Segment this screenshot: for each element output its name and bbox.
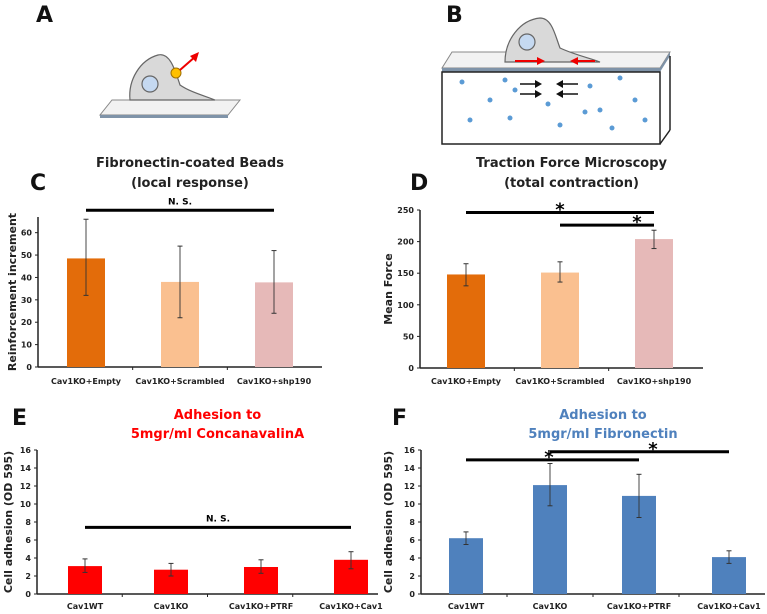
- bar: [449, 538, 483, 594]
- y-tick-label: 250: [397, 206, 414, 215]
- x-tick-label: Cav1KO+PTRF: [229, 602, 293, 611]
- significance-label: *: [632, 212, 642, 233]
- y-axis-label: Reinforcement increment: [6, 213, 19, 371]
- cell-shape: [129, 54, 216, 101]
- y-tick-label: 150: [397, 269, 414, 278]
- y-tick-label: 12: [404, 482, 415, 491]
- chart-title: 5mgr/ml ConcanavalinA: [131, 427, 304, 442]
- x-tick-label: Cav1KO+shp190: [237, 377, 312, 386]
- y-tick-label: 8: [409, 518, 415, 527]
- chart-panel-c: C Fibronectin-coated Beads (local response…: [6, 156, 322, 386]
- x-tick-label: Cav1KO+shp190: [617, 377, 692, 386]
- y-tick-label: 100: [397, 301, 414, 310]
- y-tick-label: 60: [21, 229, 33, 238]
- x-tick-label: Cav1KO+Empty: [431, 377, 502, 386]
- y-tick-label: 6: [25, 536, 31, 545]
- chart-title: (local response): [131, 176, 249, 191]
- panel-label: C: [30, 171, 46, 196]
- y-tick-label: 10: [404, 500, 416, 509]
- y-tick-label: 10: [21, 341, 33, 350]
- illustration-bead-pulling: [98, 52, 242, 118]
- x-tick-label: Cav1KO+Cav1: [697, 602, 761, 611]
- x-tick-label: Cav1WT: [67, 602, 104, 611]
- y-tick-label: 2: [409, 572, 415, 581]
- y-tick-label: 200: [397, 238, 414, 247]
- y-tick-label: 4: [409, 554, 415, 563]
- illustration-traction-gel: [441, 17, 671, 145]
- y-axis-label: Cell adhesion (OD 595): [2, 451, 15, 593]
- y-tick-label: 50: [21, 251, 33, 260]
- y-tick-label: 12: [20, 482, 31, 491]
- x-tick-label: Cav1KO+Scrambled: [135, 377, 224, 386]
- panel-label-a: A: [36, 3, 53, 28]
- y-tick-label: 14: [404, 464, 416, 473]
- chart-panel-d: D Traction Force Microscopy (total contrac…: [382, 156, 703, 386]
- chart-title: Adhesion to: [559, 408, 647, 423]
- y-tick-label: 6: [409, 536, 415, 545]
- significance-label: *: [648, 439, 658, 460]
- y-tick-label: 16: [20, 446, 32, 455]
- x-tick-label: Cav1KO: [154, 602, 189, 611]
- significance-label: *: [555, 200, 565, 221]
- y-tick-label: 30: [21, 296, 33, 305]
- y-axis-label: Mean Force: [382, 253, 395, 325]
- significance-label: *: [544, 447, 554, 468]
- y-tick-label: 4: [25, 554, 31, 563]
- x-tick-label: Cav1KO+Cav1: [319, 602, 383, 611]
- chart-title: 5mgr/ml Fibronectin: [528, 427, 677, 442]
- bar: [635, 239, 673, 368]
- x-tick-label: Cav1KO+Empty: [51, 377, 122, 386]
- bead-icon: [170, 67, 182, 79]
- panel-label: F: [392, 406, 407, 431]
- x-tick-label: Cav1KO+Scrambled: [515, 377, 604, 386]
- bar: [447, 274, 485, 368]
- chart-title: Adhesion to: [174, 408, 262, 423]
- panel-label: E: [12, 406, 27, 431]
- y-tick-label: 8: [25, 518, 31, 527]
- y-axis-label: Cell adhesion (OD 595): [382, 451, 395, 593]
- x-tick-label: Cav1KO: [533, 602, 568, 611]
- nucleus: [141, 75, 159, 93]
- y-tick-label: 0: [25, 590, 31, 599]
- panel-label: D: [410, 171, 428, 196]
- y-tick-label: 0: [409, 590, 415, 599]
- y-tick-label: 0: [408, 364, 414, 373]
- y-tick-label: 40: [21, 273, 33, 282]
- chart-title: Fibronectin-coated Beads: [96, 156, 284, 171]
- y-tick-label: 20: [21, 318, 33, 327]
- y-tick-label: 14: [20, 464, 32, 473]
- bar: [541, 272, 579, 368]
- chart-panel-f: F Adhesion to 5mgr/ml Fibronectin 0 2 4 6 8 10 12…: [382, 406, 765, 611]
- y-tick-label: 16: [404, 446, 416, 455]
- panel-label-b: B: [446, 3, 463, 28]
- y-tick-label: 10: [20, 500, 32, 509]
- y-tick-label: 0: [26, 363, 32, 372]
- significance-label: N. S.: [206, 514, 230, 524]
- chart-title: Traction Force Microscopy: [476, 156, 668, 171]
- x-tick-label: Cav1KO+PTRF: [607, 602, 671, 611]
- chart-panel-e: E Adhesion to 5mgr/ml ConcanavalinA 0 2 4 6 8 10…: [2, 406, 383, 611]
- y-tick-label: 50: [403, 332, 415, 341]
- y-tick-label: 2: [25, 572, 31, 581]
- x-tick-label: Cav1WT: [448, 602, 485, 611]
- significance-label: N. S.: [168, 197, 192, 207]
- chart-title: (total contraction): [504, 176, 639, 191]
